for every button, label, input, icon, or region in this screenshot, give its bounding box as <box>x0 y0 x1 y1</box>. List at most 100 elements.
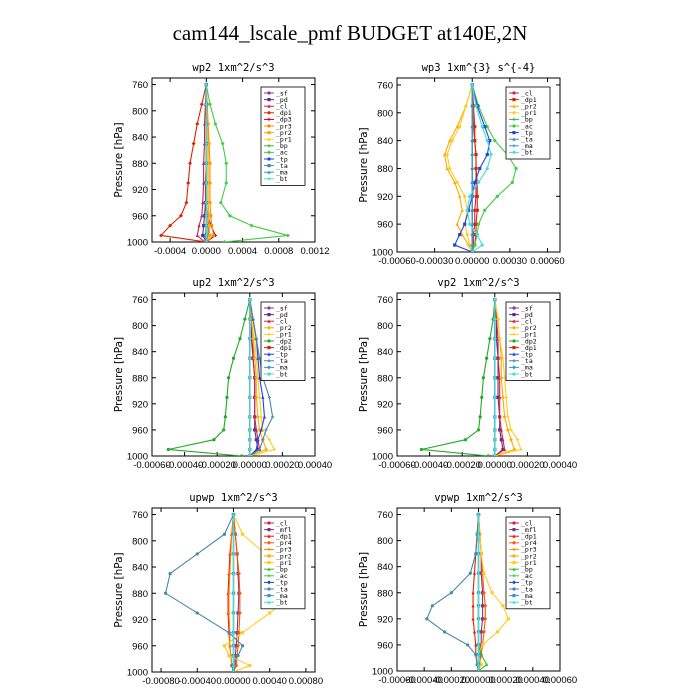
data-point-dp1 <box>472 571 477 575</box>
data-point-pr2 <box>207 224 211 228</box>
data-point-ac <box>483 208 487 212</box>
y-axis-label: Pressure [hPa] <box>358 337 370 412</box>
legend-entry: _pr2 <box>276 324 292 332</box>
plot-frame <box>151 77 316 243</box>
x-tick-label: 0.00000 <box>455 256 489 267</box>
data-point-ma <box>470 166 474 171</box>
data-point-dp1 <box>471 603 475 608</box>
data-point-bt <box>493 415 497 419</box>
data-point-pr2 <box>445 166 449 171</box>
legend-marker-dp2 <box>267 339 271 343</box>
panel-5: upwp 1xm^2/s^3 Pressure [hPa] 760 800 840 880… <box>113 492 323 687</box>
data-point-ta <box>261 438 265 442</box>
data-point-pr1 <box>227 654 231 658</box>
data-point-pr1 <box>272 447 276 452</box>
data-point-pd <box>202 214 207 218</box>
data-point-pr1 <box>259 415 263 419</box>
data-point-bt <box>473 103 478 108</box>
legend: _sf_pd_cl_pr2_pr1_dp2_dp1_tp_ta_ma_bt <box>505 301 551 381</box>
data-point-pr1 <box>490 591 494 595</box>
data-point-bp <box>485 662 489 667</box>
data-point-bt <box>248 395 252 399</box>
legend-marker-pr2 <box>267 131 271 135</box>
data-point-pr2 <box>500 395 505 400</box>
series-markers-bt <box>204 82 208 242</box>
legend-entry: _ma <box>276 592 288 600</box>
legend-entry: _sf <box>276 304 288 312</box>
panel-3: up2 1xm^2/s^3 Pressure [hPa] 760 800 840 880 9… <box>113 277 332 471</box>
data-point-dp1 <box>474 642 478 647</box>
data-point-dp1 <box>475 194 479 198</box>
legend-entry: _ta <box>521 136 533 144</box>
legend-entry: _pr2 <box>521 324 537 332</box>
data-point-bt <box>493 297 497 302</box>
y-tick-label: 1000 <box>372 248 393 259</box>
legend-marker-dp1 <box>512 534 516 538</box>
data-point-pr2 <box>206 161 210 165</box>
data-point-tp <box>259 427 263 432</box>
data-point-pr1 <box>504 395 508 399</box>
data-point-pr4 <box>234 663 239 668</box>
legend-marker-tp <box>267 580 271 585</box>
x-tick-label: 0.00060 <box>530 256 564 267</box>
data-point-ac <box>222 240 227 242</box>
data-point-dp2 <box>476 428 481 432</box>
data-point-bt <box>248 454 252 456</box>
data-point-ta <box>474 653 478 657</box>
data-point-pd <box>256 447 260 452</box>
data-point-bt <box>231 512 236 517</box>
data-point-pr1 <box>479 662 483 667</box>
data-point-ta <box>257 447 262 452</box>
data-point-bt <box>231 532 236 536</box>
data-point-ta <box>468 571 472 575</box>
data-point-dp2 <box>488 337 492 341</box>
data-point-ac <box>249 223 254 228</box>
data-point-ta <box>240 644 245 648</box>
panel-title: upwp 1xm^2/s^3 <box>189 492 278 504</box>
series-markers-dp2 <box>166 297 252 456</box>
legend-entry: _dp1 <box>521 344 537 352</box>
data-point-bt <box>476 603 481 608</box>
plot-frame <box>396 292 561 457</box>
data-point-bt <box>204 142 208 146</box>
data-point-ta <box>222 532 227 536</box>
y-tick-label: 920 <box>132 399 148 410</box>
legend-marker-tp <box>512 580 516 585</box>
legend-marker-bt <box>512 372 516 376</box>
data-point-tp <box>257 375 262 380</box>
legend-entry: _tp <box>521 129 533 137</box>
legend-entry: _ac <box>276 149 288 157</box>
data-point-pr1 <box>506 617 510 621</box>
data-point-pr2 <box>509 437 514 442</box>
data-point-bt <box>493 438 497 442</box>
y-tick-label: 800 <box>377 108 393 119</box>
x-tick-label: 0.0012 <box>300 246 329 257</box>
data-point-ac <box>514 166 518 171</box>
data-point-tp <box>478 166 482 171</box>
legend-entry: _tp <box>276 351 288 359</box>
y-tick-label: 840 <box>377 347 393 358</box>
series-line-dp1 <box>159 84 207 242</box>
data-point-cl <box>499 427 503 432</box>
data-point-dp2 <box>225 395 229 399</box>
data-point-pr1 <box>240 532 245 536</box>
data-point-mfl <box>480 604 485 608</box>
data-point-bt <box>231 643 236 648</box>
data-point-pr1 <box>519 447 523 452</box>
legend-marker-dp1 <box>267 534 271 538</box>
legend-marker-pr1 <box>512 332 516 336</box>
data-point-ta <box>254 337 258 341</box>
x-tick-label: -0.00060 <box>378 256 416 267</box>
legend-marker-pd <box>512 313 516 317</box>
data-point-bt <box>475 232 480 237</box>
legend: _sf_pd_cl_dp1_dp3_pr3_pr2_pr1_bp_ac_tp_t… <box>260 86 306 186</box>
legend-marker-ta <box>267 359 271 363</box>
series-markers-bt <box>476 512 481 671</box>
panel-1: wp2 1xm^2/s^3 Pressure [hPa] 760 800 840 880 9… <box>113 62 330 257</box>
data-point-bt <box>231 630 236 635</box>
data-point-ac <box>510 180 514 184</box>
data-point-pr4 <box>237 591 242 596</box>
legend-marker-pr3 <box>267 547 271 551</box>
data-point-bt <box>248 317 252 321</box>
y-tick-label: 920 <box>132 615 148 626</box>
